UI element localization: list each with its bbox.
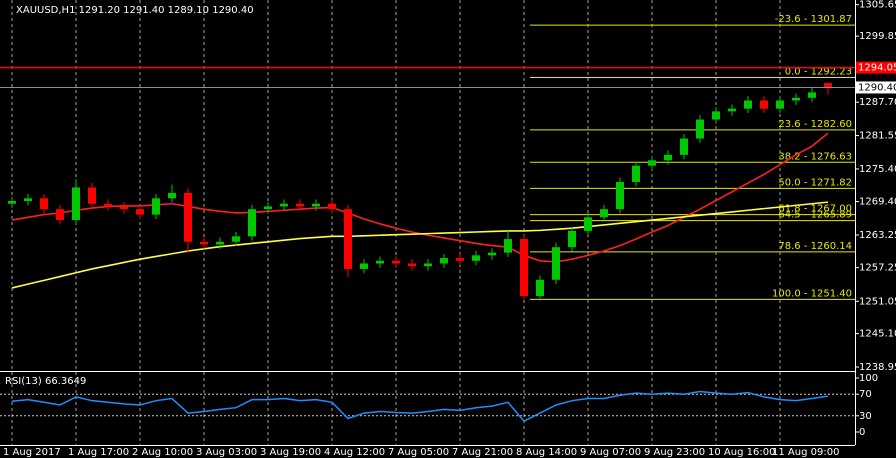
candle-body — [392, 260, 400, 264]
x-tick-label: 10 Aug 16:00 — [708, 447, 775, 458]
candle-body — [584, 217, 592, 231]
candle-body — [680, 138, 688, 155]
candle-body — [168, 192, 176, 199]
x-tick-label: 7 Aug 21:00 — [452, 447, 513, 458]
y-tick-label: 1287.70 — [859, 97, 896, 108]
candle-body — [216, 241, 224, 245]
rsi-tick-label: 70 — [859, 389, 872, 400]
candle-body — [104, 203, 112, 207]
x-tick-label: 1 Aug 2017 — [3, 447, 61, 458]
y-tick-label: 1251.05 — [859, 296, 896, 307]
candle-body — [440, 258, 448, 264]
x-tick-label: 2 Aug 10:00 — [132, 447, 193, 458]
x-tick-label: 8 Aug 14:00 — [516, 447, 577, 458]
candle-body — [728, 108, 736, 112]
y-tick-label: 1245.10 — [859, 329, 896, 340]
rsi-title: RSI(13) 66.3649 — [5, 376, 86, 387]
x-tick-label: 3 Aug 03:00 — [196, 447, 257, 458]
x-tick-label: 7 Aug 05:00 — [388, 447, 449, 458]
candle-body — [360, 263, 368, 269]
candle-body — [280, 203, 288, 207]
candle-body — [808, 92, 816, 98]
candle-body — [296, 203, 304, 207]
candle-body — [552, 247, 560, 280]
candle-body — [424, 263, 432, 267]
rsi-line — [11, 390, 829, 423]
bid-line-label: 1290.40 — [858, 82, 896, 93]
fib-label: 61.8 - 1267.00 — [778, 204, 852, 215]
candle-body — [568, 230, 576, 248]
candle-body — [24, 198, 32, 202]
x-tick-label: 1 Aug 17:00 — [68, 447, 129, 458]
candle-body — [664, 154, 672, 161]
candle-body — [744, 100, 752, 109]
candle-body — [344, 209, 352, 269]
candle-body — [152, 198, 160, 215]
candle-body — [200, 241, 208, 245]
candle-body — [8, 201, 16, 204]
candle-body — [88, 187, 96, 204]
fib-label: 0.0 - 1292.23 — [785, 67, 852, 78]
fib-label: 64.5 - 1265.89 — [778, 210, 852, 221]
candle-body — [536, 279, 544, 297]
candle-body — [488, 252, 496, 256]
fib-label: -23.6 - 1301.87 — [775, 14, 852, 25]
fib-label: 78.6 - 1260.14 — [778, 241, 852, 252]
candle-body — [408, 263, 416, 267]
x-tick-label: 11 Aug 09:00 — [772, 447, 839, 458]
candle-body — [824, 83, 832, 88]
y-tick-label: 1281.55 — [859, 131, 896, 142]
y-tick-label: 1275.40 — [859, 164, 896, 175]
moving-average — [11, 201, 829, 289]
rsi-tick-label: 0 — [859, 427, 865, 438]
candle-body — [72, 187, 80, 221]
y-tick-label: 1269.40 — [859, 197, 896, 208]
candle-body — [792, 97, 800, 101]
candle-body — [328, 203, 336, 210]
y-tick-label: 1305.65 — [859, 0, 896, 11]
candle-body — [264, 206, 272, 210]
x-tick-label: 3 Aug 19:00 — [260, 447, 321, 458]
candle-body — [136, 209, 144, 215]
candle-body — [184, 192, 192, 242]
x-tick-label: 9 Aug 07:00 — [580, 447, 641, 458]
candle-body — [632, 165, 640, 183]
candle-body — [456, 258, 464, 261]
candle-body — [520, 239, 528, 297]
candle-body — [120, 206, 128, 210]
candle-body — [616, 182, 624, 210]
candle-body — [56, 209, 64, 221]
candle-body — [232, 236, 240, 242]
candle-body — [248, 209, 256, 237]
x-tick-label: 4 Aug 12:00 — [324, 447, 385, 458]
y-tick-label: 1257.25 — [859, 263, 896, 274]
rsi-tick-label: 30 — [859, 411, 872, 422]
bid-line-tag — [856, 81, 896, 94]
level-line-tag — [856, 61, 896, 74]
fib-label: 23.6 - 1282.60 — [778, 119, 852, 130]
y-tick-label: 1299.85 — [859, 31, 896, 42]
fib-label: 100.0 - 1251.40 — [772, 288, 852, 299]
candle-body — [40, 198, 48, 210]
fib-label: 38.2 - 1276.63 — [778, 151, 852, 162]
chart-title: XAUUSD,H1 1291.20 1291.40 1289.10 1290.4… — [16, 5, 254, 16]
candle-body — [600, 209, 608, 218]
candle-body — [712, 111, 720, 120]
fib-label: 50.0 - 1271.82 — [778, 177, 852, 188]
candle-body — [376, 260, 384, 264]
candle-body — [696, 119, 704, 139]
candle-body — [776, 100, 784, 109]
x-tick-label: 9 Aug 23:00 — [644, 447, 705, 458]
candle-body — [312, 203, 320, 207]
y-tick-label: 1238.95 — [859, 362, 896, 373]
rsi-tick-label: 100 — [859, 373, 878, 384]
level-line-label: 1294.05 — [858, 63, 896, 74]
y-tick-label: 1263.25 — [859, 230, 896, 241]
candle-body — [472, 255, 480, 261]
candle-body — [760, 100, 768, 109]
candle-body — [648, 160, 656, 166]
candle-body — [504, 239, 512, 253]
